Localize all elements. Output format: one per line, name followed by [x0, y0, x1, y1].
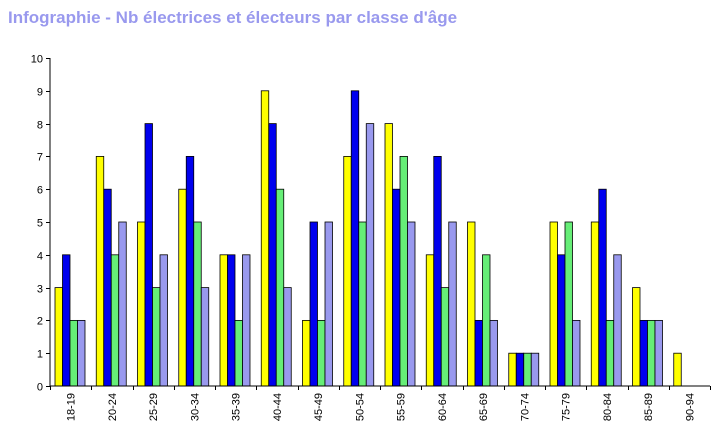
bar: [673, 352, 682, 387]
bar: [343, 155, 352, 387]
bar: [95, 155, 105, 387]
bar: [632, 287, 641, 387]
x-tick-label: 20-24: [107, 393, 119, 421]
bar: [399, 155, 408, 387]
y-tick-label: 1: [37, 349, 43, 361]
y-ticks: 0 1 2 3 4 5 6 7 8 9 10: [31, 54, 50, 394]
y-tick-label: 3: [37, 284, 43, 296]
bar: [317, 319, 326, 387]
x-tick-label: 55-59: [396, 393, 408, 421]
bar: [530, 352, 540, 387]
bar: [152, 287, 161, 387]
y-tick-label: 8: [37, 120, 43, 132]
bar: [508, 352, 517, 387]
bar: [234, 319, 243, 387]
bar: [302, 319, 311, 387]
y-tick-label: 0: [37, 382, 43, 394]
x-tick-label: 80-84: [602, 393, 614, 421]
bar: [324, 221, 333, 387]
y-tick-label: 10: [31, 54, 43, 66]
x-tick-label: 75-79: [561, 393, 573, 421]
bar: [557, 254, 566, 387]
bar: [283, 287, 292, 387]
y-tick-label: 6: [37, 185, 43, 197]
bar: [69, 319, 78, 387]
y-tick-label: 9: [37, 87, 43, 99]
x-tick-label: 65-69: [478, 393, 490, 421]
bar: [350, 90, 360, 387]
bar: [440, 287, 450, 387]
bar: [590, 221, 600, 387]
y-tick-label: 2: [37, 316, 43, 328]
bar: [549, 221, 558, 387]
x-tick-label: 25-29: [148, 393, 160, 421]
x-tick-label: 70-74: [519, 393, 531, 421]
x-tick-label: 60-64: [437, 393, 449, 421]
bar: [77, 319, 86, 387]
bar: [110, 254, 120, 387]
bar: [193, 221, 202, 387]
x-tick-label: 45-49: [313, 393, 325, 421]
bar: [219, 254, 228, 387]
bar: [159, 254, 168, 387]
bar: [605, 319, 615, 387]
bar: [433, 155, 442, 387]
x-tick-label: 35-39: [231, 393, 243, 421]
bar: [564, 221, 573, 387]
y-tick-label: 5: [37, 218, 43, 230]
x-tick-label: 85-89: [643, 393, 655, 421]
bar: [639, 319, 648, 387]
bar: [275, 188, 285, 387]
bar: [489, 319, 498, 387]
bar: [474, 319, 483, 387]
bar: [515, 352, 525, 387]
bar: [523, 352, 532, 387]
x-tick-label: 40-44: [272, 393, 284, 421]
bar: [425, 254, 435, 387]
bar: [613, 254, 622, 387]
bar: [200, 287, 210, 387]
bar: [227, 254, 236, 387]
bar: [598, 188, 607, 387]
bar: [260, 90, 270, 387]
bar: [178, 188, 187, 387]
bar: [118, 221, 127, 387]
chart-title: Infographie - Nb électrices et électeurs…: [8, 8, 458, 27]
bar: [482, 254, 491, 387]
bar: [309, 221, 318, 387]
x-tick-label: 18-19: [66, 393, 78, 421]
bar: [407, 221, 416, 387]
x-ticks: 18-19 20-24 25-29 30-34 35-39 40-44 45-49 50-54…: [50, 386, 711, 421]
bar: [572, 319, 581, 387]
y-tick-label: 7: [37, 152, 43, 164]
bar: [144, 123, 153, 387]
y-tick-label: 4: [37, 251, 43, 263]
bar: [103, 188, 112, 387]
bars-layer: [54, 90, 682, 387]
bar: [358, 221, 367, 387]
bar: [62, 254, 71, 387]
x-tick-label: 90-94: [684, 393, 696, 421]
bar: [392, 188, 401, 387]
x-tick-label: 30-34: [189, 393, 201, 421]
bar: [654, 319, 663, 387]
x-tick-label: 50-54: [354, 393, 366, 421]
bar: [647, 319, 656, 387]
bar: [54, 287, 63, 387]
bar: [137, 221, 146, 387]
bar: [467, 221, 476, 387]
bar: [384, 123, 393, 387]
bar: [185, 155, 195, 387]
bar: [242, 254, 251, 387]
bar: [268, 123, 277, 387]
bar: [365, 123, 375, 387]
bar: [448, 221, 457, 387]
